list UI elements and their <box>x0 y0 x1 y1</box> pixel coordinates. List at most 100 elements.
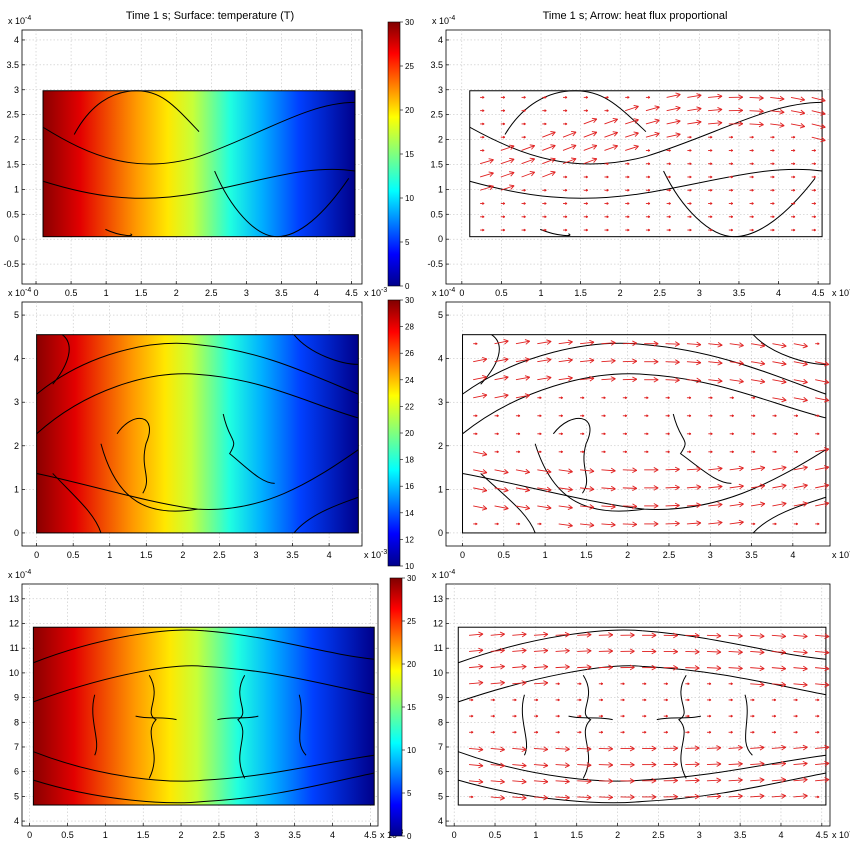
flux-arrow-head <box>585 96 588 98</box>
flux-arrow-head <box>717 359 723 364</box>
x-tick-label: 2.5 <box>654 288 667 298</box>
flux-arrow <box>601 342 616 345</box>
flux-arrow-head <box>824 652 830 656</box>
flux-arrow-head <box>813 175 816 178</box>
flux-arrow-head <box>694 747 700 751</box>
x-exponent-label: x 10-3 <box>832 829 850 840</box>
flux-arrow-head <box>689 175 692 178</box>
interface-line <box>657 716 701 720</box>
colorbar-tick-label: 24 <box>405 376 414 385</box>
flux-arrow-head <box>668 162 671 165</box>
flux-arrow <box>479 185 494 191</box>
y-tick-label: 12 <box>9 619 19 629</box>
flux-arrow <box>494 340 509 345</box>
flux-arrow <box>749 123 764 126</box>
x-tick-label: 1 <box>107 550 112 560</box>
flux-arrow <box>771 634 786 637</box>
flux-arrow-head <box>600 714 604 717</box>
flux-arrow <box>686 504 701 507</box>
flux-arrow-head <box>802 777 808 780</box>
y-tick-label: 0.5 <box>430 209 443 219</box>
flux-arrow <box>622 342 637 345</box>
flux-arrow-head <box>482 149 485 151</box>
flux-arrow-head <box>521 797 527 801</box>
flux-arrow-head <box>610 342 616 346</box>
flux-arrow <box>793 667 808 670</box>
flux-arrow-head <box>738 381 744 384</box>
flux-arrow <box>533 649 548 652</box>
flux-arrow <box>793 762 808 766</box>
flux-arrow-head <box>802 382 808 385</box>
flux-arrow-head <box>500 666 505 670</box>
domain-outline <box>469 90 823 238</box>
flux-arrow <box>793 343 808 347</box>
flux-arrow-head <box>504 394 509 399</box>
flux-arrow-head <box>579 714 582 717</box>
colorbar-tick-label: 10 <box>405 194 414 203</box>
flux-arrow <box>533 780 548 783</box>
flux-arrow-head <box>523 202 526 204</box>
flux-arrow-head <box>629 778 635 782</box>
x-tick-label: 3.5 <box>745 550 758 560</box>
flux-arrow <box>749 110 764 112</box>
x-tick-label: 1.5 <box>580 550 593 560</box>
interface-line <box>458 773 826 803</box>
flux-arrow-head <box>730 682 733 685</box>
flux-arrow-head <box>653 379 659 383</box>
flux-arrow-head <box>546 504 552 509</box>
flux-arrow <box>625 119 639 125</box>
flux-arrow-head <box>568 468 573 473</box>
flux-arrow-head <box>708 730 712 733</box>
flux-arrow-head <box>531 145 536 150</box>
flux-arrow-head <box>475 522 478 525</box>
x-tick-label: 2.5 <box>663 550 676 560</box>
x-tick-label: 0.5 <box>498 550 511 560</box>
flux-arrow-head <box>696 93 702 96</box>
flux-arrow-head <box>710 414 713 417</box>
x-tick-label: 4.5 <box>816 830 829 840</box>
flux-arrow-head <box>504 340 509 345</box>
flux-arrow-head <box>651 748 657 752</box>
flux-arrow-head <box>708 714 712 717</box>
flux-arrow-head <box>758 111 764 114</box>
flux-arrow-head <box>759 744 765 748</box>
flux-arrow-head <box>823 364 830 367</box>
flux-arrow-head <box>717 467 723 472</box>
flux-arrow <box>750 779 765 782</box>
flux-arrow <box>771 763 786 766</box>
flux-arrow-head <box>738 94 744 98</box>
flux-arrow-head <box>710 396 713 399</box>
flux-arrow <box>601 469 616 472</box>
flux-arrow <box>555 650 570 652</box>
flux-arrow-head <box>772 149 775 151</box>
panel-1-right: 0 0.5 1 1.5 2 2.5 3 3.5 4 4.5 -0.5 0 0.5 1 1.5 2 2.5 3 3.5… <box>427 15 850 298</box>
flux-arrow-head <box>651 780 657 784</box>
flux-arrow <box>793 484 808 489</box>
flux-arrow <box>622 378 637 381</box>
flux-arrow-head <box>524 471 530 475</box>
flux-arrow-head <box>627 96 630 98</box>
flux-arrow <box>555 633 570 636</box>
flux-arrow <box>580 359 595 363</box>
flux-arrow-head <box>773 698 777 701</box>
flux-arrow-head <box>567 357 573 361</box>
flux-arrow-head <box>589 468 595 472</box>
flux-arrow <box>665 504 680 507</box>
flux-arrow-head <box>759 635 765 639</box>
flux-arrow-head <box>560 432 563 435</box>
flux-arrow-head <box>651 648 657 652</box>
flux-arrow <box>469 747 484 751</box>
flux-arrow-head <box>496 432 499 435</box>
flux-arrow-head <box>653 487 659 491</box>
flux-arrow <box>580 523 595 526</box>
flux-arrow-head <box>608 664 614 668</box>
flux-arrow <box>728 763 743 766</box>
flux-arrow <box>687 108 702 112</box>
y-tick-label: 2 <box>438 135 443 145</box>
x-tick-label: 1 <box>543 550 548 560</box>
flux-arrow-head <box>759 795 765 800</box>
flux-arrow <box>706 795 721 798</box>
flux-arrow-head <box>521 765 527 769</box>
flux-arrow-head <box>730 228 734 231</box>
flux-arrow <box>515 376 530 381</box>
